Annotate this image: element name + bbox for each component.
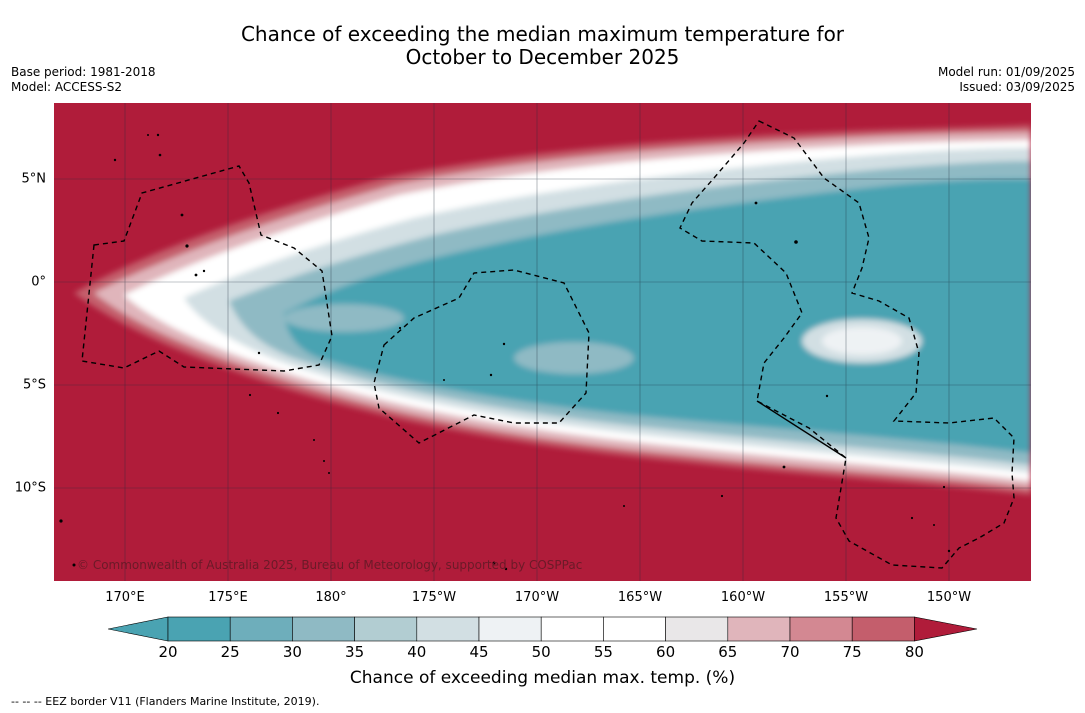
latitude-label: 5°N [21,171,47,187]
colorbar-segment [229,616,293,642]
band-20 [284,179,1031,453]
longitude-label: 155°W [823,590,869,605]
meta-left: Base period: 1981-2018 Model: ACCESS-S2 [11,65,156,95]
colorbar-segment [167,616,231,642]
colorbar-segment [851,616,915,642]
colorbar-low-extend [107,616,169,642]
colorbar-segment [292,616,355,642]
colorbar-tick-label: 35 [345,643,365,661]
colorbar-segment [416,616,480,642]
colorbar-high-extend [914,616,978,642]
eez-legend-note: -- -- -- EEZ border V11 (Flanders Marine… [11,695,320,708]
model-text: Model: ACCESS-S2 [11,80,123,94]
colorbar-segment [789,616,853,642]
colorbar-segment [603,616,666,642]
latitude-label: 5°S [22,377,46,393]
colorbar-tick-label: 75 [842,643,862,661]
colorbar-tick-label: 80 [904,643,924,661]
eez-kiribati-gilberts [81,165,333,372]
base-period-text: Base period: 1981-2018 [11,65,156,79]
latitude-label: 0° [31,274,46,290]
colorbar-tick-label: 40 [407,643,427,661]
longitude-label: 175°E [208,590,248,605]
colorbar-segment [665,616,729,642]
longitude-label: 150°W [926,590,972,605]
longitude-label: 175°W [411,590,457,605]
meta-right: Model run: 01/09/2025 Issued: 03/09/2025 [938,65,1075,95]
eez-phoenix [373,269,590,444]
colorbar-tick-label: 65 [718,643,738,661]
colorbar-title: Chance of exceeding median max. temp. (%… [349,668,736,688]
colorbar-tick-label: 45 [469,643,489,661]
colorbar-tick-label: 30 [282,643,302,661]
longitude-label: 170°W [514,590,560,605]
chart-title-line1: Chance of exceeding the median maximum t… [240,22,845,46]
colorbar-tick-label: 20 [158,643,178,661]
pale-patch-east-core [822,327,902,355]
colorbar-segment [354,616,418,642]
mid-patch-central [514,342,634,374]
forecast-map[interactable]: © Commonwealth of Australia 2025, Bureau… [54,103,1031,581]
model-run-text: Model run: 01/09/2025 [937,65,1075,79]
graticule [54,103,1031,581]
longitude-label: 165°W [617,590,663,605]
colorbar [107,616,978,642]
chart-title-line2: October to December 2025 [405,45,680,69]
longitude-label: 170°E [105,590,145,605]
colorbar-segment [727,616,791,642]
colorbar-segment [540,616,604,642]
colorbar-tick-label: 60 [656,643,676,661]
longitude-label: 180° [315,590,347,605]
map-svg [54,103,1031,581]
colorbar-segment [478,616,542,642]
eez-borders [81,120,1015,569]
colorbar-tick-label: 55 [593,643,613,661]
probability-shading [74,125,1031,495]
longitude-label: 160°W [720,590,766,605]
colorbar-tick-label: 25 [220,643,240,661]
latitude-label: 10°S [14,480,46,496]
colorbar-tick-label: 50 [531,643,551,661]
eez-cook-kiribati-segment [756,400,847,459]
copyright-text: © Commonwealth of Australia 2025, Bureau… [77,558,583,572]
issued-text: Issued: 03/09/2025 [959,80,1075,94]
mid-patch-west [284,304,404,332]
colorbar-svg [107,616,978,642]
colorbar-tick-label: 70 [780,643,800,661]
islands [59,133,951,571]
